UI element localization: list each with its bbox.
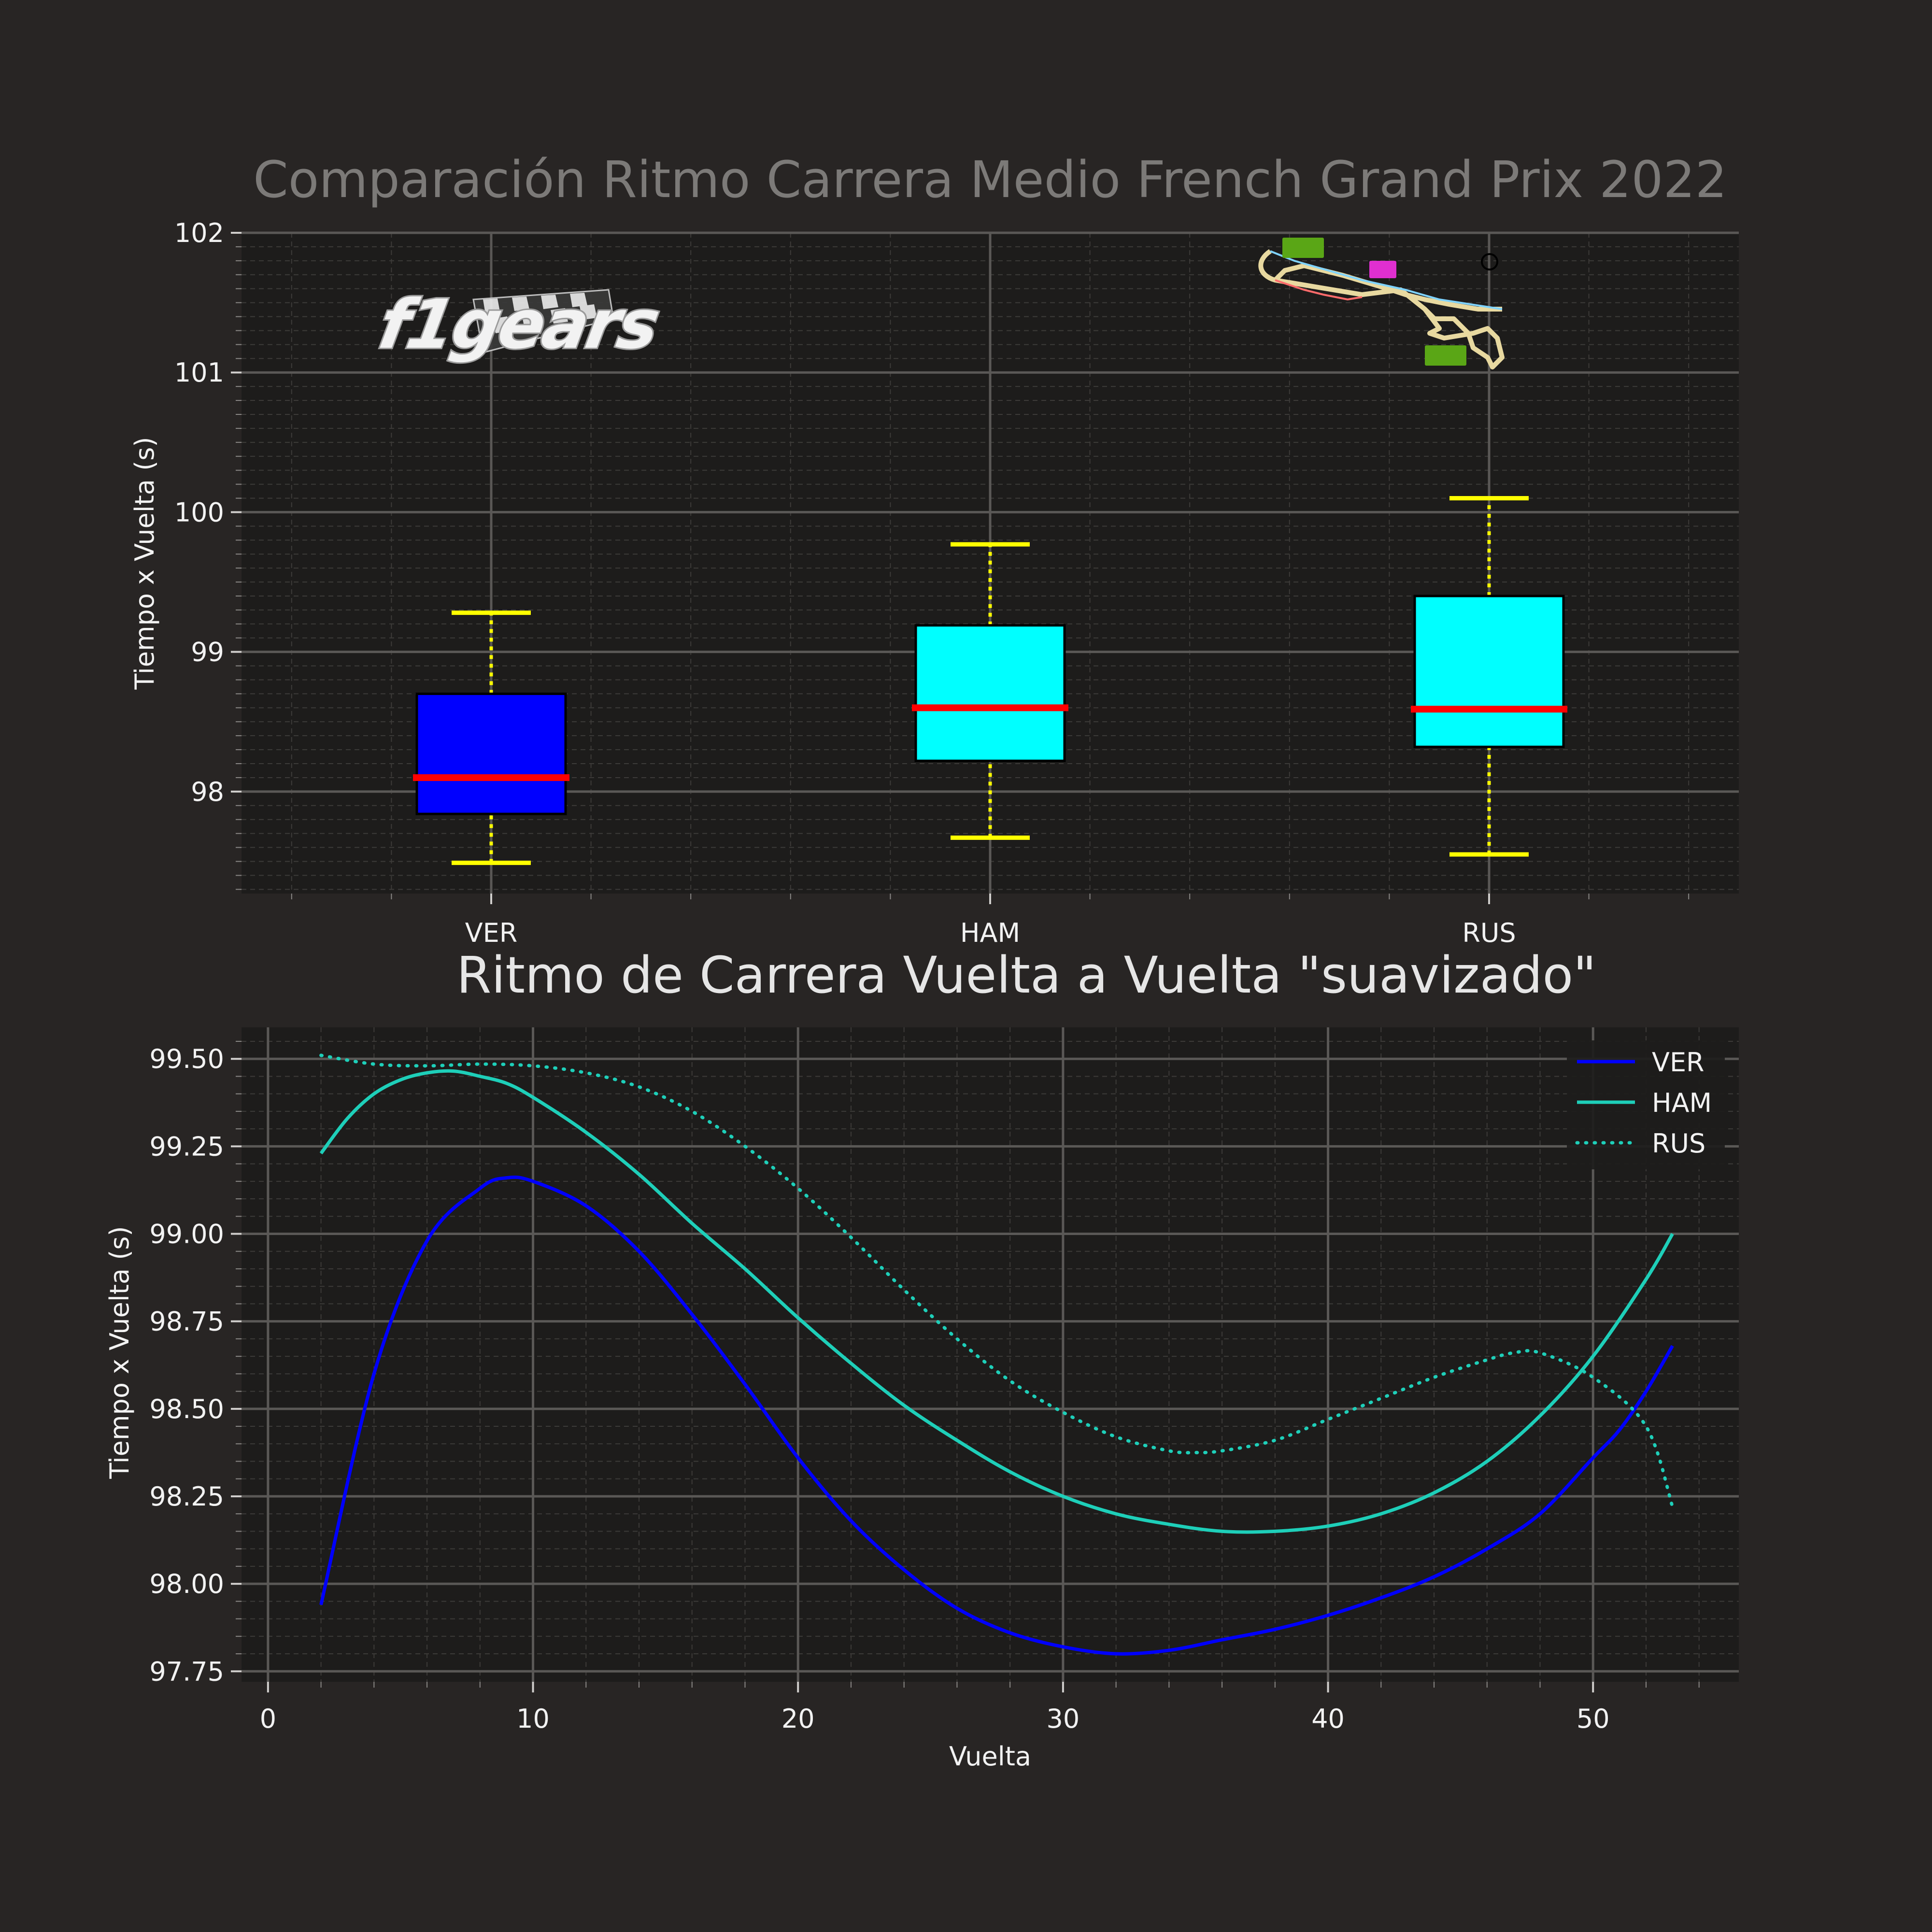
line-grid (242, 1027, 1739, 1682)
box-iqr (1413, 595, 1565, 748)
box-ham (912, 542, 1068, 840)
boxplot-y-tick-label: 99 (191, 637, 224, 668)
boxplot-y-tick-label: 98 (191, 777, 224, 807)
boxplot-x-tick-label: RUS (1462, 918, 1516, 948)
boxplot-boxes (413, 496, 1567, 865)
line-panel: 97.75 98.00 98.25 98.50 98.75 99.00 99.25 99.50… (104, 946, 1739, 1772)
boxplot-y-tick-label: 102 (174, 218, 224, 248)
line-y-tick-label: 97.75 (149, 1656, 224, 1687)
series-line-ham (319, 1069, 1674, 1534)
boxplot-y-tick-label: 101 (174, 357, 224, 388)
line-axes: 97.75 98.00 98.25 98.50 98.75 99.00 99.25 99.50… (149, 1040, 1700, 1734)
line-legend: VER HAM RUS (1567, 1040, 1725, 1169)
line-series (319, 1053, 1675, 1656)
boxplot-y-tick-label: 100 (174, 497, 224, 527)
legend-label-rus: RUS (1652, 1128, 1705, 1159)
line-plot-area (242, 1027, 1739, 1682)
boxplot-x-tick-label: HAM (960, 918, 1020, 948)
svg-text:f1gears: f1gears (373, 285, 664, 364)
line-x-tick-label: 50 (1577, 1704, 1610, 1734)
box-iqr (914, 624, 1066, 762)
boxplot-y-axis-label: Tiempo x Vuelta (s) (129, 437, 160, 690)
line-y-tick-label: 99.50 (149, 1044, 224, 1074)
line-y-tick-label: 99.00 (149, 1219, 224, 1250)
series-line-ver (319, 1175, 1674, 1656)
line-x-axis-label: Vuelta (949, 1741, 1031, 1772)
boxplot-x-tick-label: VER (465, 918, 518, 948)
line-title: Ritmo de Carrera Vuelta a Vuelta "suaviz… (456, 946, 1596, 1005)
line-y-tick-label: 98.25 (149, 1481, 224, 1512)
line-y-tick-label: 99.25 (149, 1131, 224, 1162)
line-x-tick-label: 20 (781, 1704, 815, 1734)
legend-label-ver: VER (1652, 1047, 1705, 1078)
line-x-tick-label: 30 (1047, 1704, 1080, 1734)
line-y-tick-label: 98.75 (149, 1307, 224, 1337)
line-x-tick-label: 10 (516, 1704, 550, 1734)
box-rus (1411, 496, 1567, 857)
boxplot-panel: f1gears 98 99 100 101 102 VER HAM RUS Comparaci… (129, 150, 1739, 948)
legend-label-ham: HAM (1652, 1088, 1712, 1118)
box-iqr (415, 692, 567, 815)
boxplot-axes: 98 99 100 101 102 VER HAM RUS (174, 218, 1690, 948)
line-x-tick-label: 40 (1311, 1704, 1345, 1734)
f1gears-logo: f1gears (372, 284, 665, 366)
line-y-axis-label: Tiempo x Vuelta (s) (104, 1226, 135, 1479)
line-y-tick-label: 98.50 (149, 1394, 224, 1424)
line-x-tick-label: 0 (260, 1704, 276, 1734)
circuit-map-image (1258, 238, 1505, 369)
line-y-tick-label: 98.00 (149, 1569, 224, 1599)
boxplot-title: Comparación Ritmo Carrera Medio French G… (253, 150, 1727, 209)
box-ver (413, 611, 569, 865)
